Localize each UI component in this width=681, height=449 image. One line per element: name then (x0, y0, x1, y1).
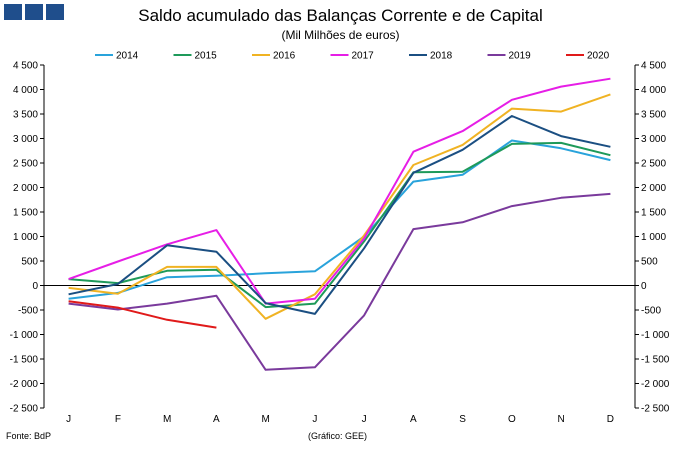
series-line-2016 (68, 93, 611, 320)
credit-note: (Gráfico: GEE) (308, 431, 368, 441)
y-tick-label-left: 500 (21, 257, 38, 268)
y-tick-label-left: -1 000 (10, 330, 39, 341)
y-tick-label-left: 3 500 (13, 110, 38, 121)
y-tick-label-left: -2 000 (10, 379, 39, 390)
y-tick-label-left: 1 500 (13, 208, 38, 219)
x-tick-label: A (410, 414, 417, 425)
series-line-2020 (68, 300, 217, 329)
series-line-2019 (68, 192, 611, 371)
y-tick-label-right: -1 000 (641, 330, 670, 341)
y-tick-label-right: 2 000 (641, 183, 666, 194)
axes: 4 500 4 500 4 000 4 000 3 500 3 500 3 000 3 000… (10, 61, 670, 426)
y-tick-label-left: 0 (32, 281, 38, 292)
y-tick-label-right: -500 (641, 306, 661, 317)
logo-block-2 (25, 4, 43, 20)
series-line-2017 (68, 77, 611, 305)
y-tick-label-right: 500 (641, 257, 658, 268)
legend-label-2018: 2018 (430, 51, 453, 62)
y-tick-label-right: 3 000 (641, 134, 666, 145)
logo-block-1 (4, 4, 22, 20)
y-tick-label-left: 2 000 (13, 183, 38, 194)
legend: 2014 2015 2016 2017 2018 2019 2020 (95, 51, 610, 62)
y-tick-label-left: 4 500 (13, 61, 38, 72)
series-line-2014 (68, 139, 611, 300)
x-tick-label: M (163, 414, 171, 425)
y-tick-label-right: 0 (641, 281, 647, 292)
series-line-2018 (68, 115, 611, 315)
x-tick-label: J (66, 414, 71, 425)
legend-label-2019: 2019 (509, 51, 532, 62)
y-tick-label-right: -1 500 (641, 355, 670, 366)
x-tick-label: O (508, 414, 516, 425)
y-tick-label-right: 4 500 (641, 61, 666, 72)
x-tick-label: N (558, 414, 565, 425)
y-tick-label-left: 1 000 (13, 232, 38, 243)
y-tick-label-left: 4 000 (13, 85, 38, 96)
logo-block-3 (46, 4, 64, 20)
x-tick-label: D (607, 414, 614, 425)
legend-label-2020: 2020 (587, 51, 610, 62)
x-tick-label: F (115, 414, 121, 425)
series-lines (68, 77, 611, 371)
y-tick-label-right: 2 500 (641, 159, 666, 170)
y-tick-label-right: -2 500 (641, 404, 670, 415)
logo (4, 4, 64, 20)
y-tick-label-left: -500 (18, 306, 38, 317)
x-tick-label: S (459, 414, 466, 425)
legend-label-2015: 2015 (195, 51, 218, 62)
y-tick-label-left: 2 500 (13, 159, 38, 170)
legend-label-2017: 2017 (352, 51, 375, 62)
y-tick-label-right: 1 000 (641, 232, 666, 243)
y-tick-label-right: 3 500 (641, 110, 666, 121)
y-tick-label-left: -2 500 (10, 404, 39, 415)
x-tick-label: M (261, 414, 269, 425)
series-line-2015 (68, 141, 611, 309)
y-tick-label-left: 3 000 (13, 134, 38, 145)
y-tick-label-right: -2 000 (641, 379, 670, 390)
y-tick-label-left: -1 500 (10, 355, 39, 366)
source-note: Fonte: BdP (6, 431, 52, 441)
x-tick-label: J (312, 414, 317, 425)
chart-title: Saldo acumulado das Balanças Corrente e … (138, 6, 543, 25)
legend-label-2014: 2014 (116, 51, 139, 62)
chart-subtitle: (Mil Milhões de euros) (281, 28, 400, 42)
x-tick-label: J (362, 414, 367, 425)
x-tick-label: A (213, 414, 220, 425)
y-tick-label-right: 1 500 (641, 208, 666, 219)
y-tick-label-right: 4 000 (641, 85, 666, 96)
legend-label-2016: 2016 (273, 51, 296, 62)
